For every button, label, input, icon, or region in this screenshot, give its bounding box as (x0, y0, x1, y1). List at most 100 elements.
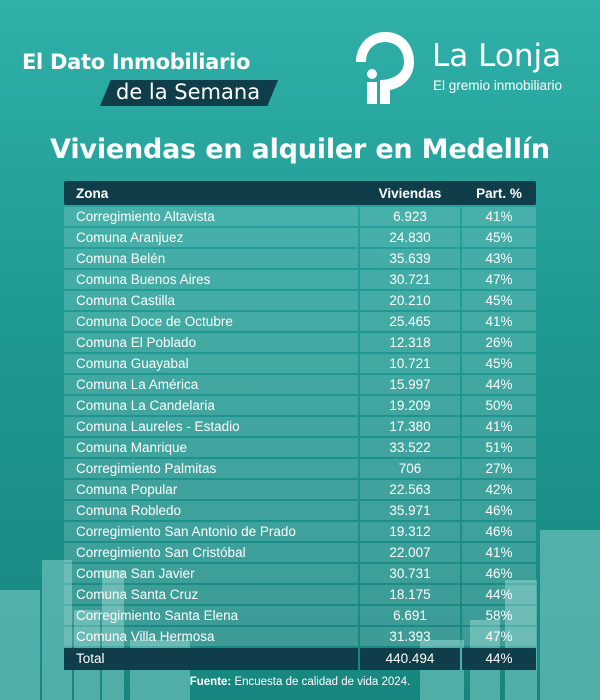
table-row: Comuna Laureles - Estadio 17.380 41% (64, 417, 536, 436)
table-row: Corregimiento Palmitas 706 27% (64, 459, 536, 478)
zona-cell: Comuna La América (64, 375, 358, 394)
zona-cell: Comuna Villa Hermosa (64, 627, 358, 646)
part-cell: 46% (462, 564, 536, 583)
viviendas-cell: 22.007 (360, 543, 460, 562)
part-cell: 44% (462, 375, 536, 394)
viviendas-cell: 33.522 (360, 438, 460, 457)
viviendas-cell: 35.639 (360, 249, 460, 268)
table-row: Comuna Popular 22.563 42% (64, 480, 536, 499)
zona-cell: Corregimiento Palmitas (64, 459, 358, 478)
source-footnote: Fuente: Encuesta de calidad de vida 2024… (0, 674, 600, 690)
table-row: Comuna Belén 35.639 43% (64, 249, 536, 268)
table-row: Comuna Robledo 35.971 46% (64, 501, 536, 520)
zona-cell: Corregimiento San Cristóbal (64, 543, 358, 562)
viviendas-cell: 25.465 (360, 312, 460, 331)
zona-cell: Comuna Robledo (64, 501, 358, 520)
zona-cell: Comuna Manrique (64, 438, 358, 457)
viviendas-cell: 19.312 (360, 522, 460, 541)
header-zona: Zona (76, 185, 109, 201)
viviendas-cell: 30.721 (360, 270, 460, 289)
table-row: Comuna Doce de Octubre 25.465 41% (64, 312, 536, 331)
part-cell: 46% (462, 522, 536, 541)
viviendas-cell: 31.393 (360, 627, 460, 646)
zona-cell: Comuna Popular (64, 480, 358, 499)
table-total-row: Total 440.494 44% (64, 648, 536, 670)
table-row: Corregimiento Altavista 6.923 41% (64, 207, 536, 226)
part-cell: 47% (462, 627, 536, 646)
viviendas-cell: 6.691 (360, 606, 460, 625)
zona-cell: Comuna Santa Cruz (64, 585, 358, 604)
part-cell: 41% (462, 417, 536, 436)
zona-cell: Comuna Castilla (64, 291, 358, 310)
total-label: Total (64, 648, 358, 670)
page-title: Viviendas en alquiler en Medellín (50, 134, 550, 165)
viviendas-cell: 18.175 (360, 585, 460, 604)
viviendas-cell: 30.731 (360, 564, 460, 583)
table-row: Comuna Villa Hermosa 31.393 47% (64, 627, 536, 646)
viviendas-cell: 706 (360, 459, 460, 478)
table-row: Comuna Buenos Aires 30.721 47% (64, 270, 536, 289)
header-viviendas: Viviendas (378, 185, 442, 201)
viviendas-cell: 15.997 (360, 375, 460, 394)
zona-cell: Corregimiento San Antonio de Prado (64, 522, 358, 541)
viviendas-cell: 35.971 (360, 501, 460, 520)
table-row: Comuna Aranjuez 24.830 45% (64, 228, 536, 247)
part-cell: 45% (462, 228, 536, 247)
part-cell: 27% (462, 459, 536, 478)
zona-cell: Comuna Guayabal (64, 354, 358, 373)
viviendas-cell: 10.721 (360, 354, 460, 373)
zona-cell: Comuna El Poblado (64, 333, 358, 352)
part-cell: 41% (462, 312, 536, 331)
viviendas-cell: 20.210 (360, 291, 460, 310)
viviendas-cell: 17.380 (360, 417, 460, 436)
campaign-title-line1: El Dato Inmobiliario (22, 50, 251, 74)
part-cell: 47% (462, 270, 536, 289)
part-cell: 42% (462, 480, 536, 499)
table-row: Comuna El Poblado 12.318 26% (64, 333, 536, 352)
part-cell: 50% (462, 396, 536, 415)
viviendas-cell: 6.923 (360, 207, 460, 226)
zona-cell: Comuna San Javier (64, 564, 358, 583)
zona-cell: Comuna La Candelaria (64, 396, 358, 415)
part-cell: 46% (462, 501, 536, 520)
total-part: 44% (462, 648, 536, 670)
table-row: Comuna Guayabal 10.721 45% (64, 354, 536, 373)
table-header: Zona Viviendas Part. % (64, 181, 536, 205)
source-text: Encuesta de calidad de vida 2024. (231, 676, 411, 688)
table-row: Comuna Santa Cruz 18.175 44% (64, 585, 536, 604)
part-cell: 44% (462, 585, 536, 604)
zona-cell: Corregimiento Altavista (64, 207, 358, 226)
total-viviendas: 440.494 (360, 648, 460, 670)
table-row: Corregimiento San Antonio de Prado 19.312… (64, 522, 536, 541)
viviendas-cell: 22.563 (360, 480, 460, 499)
zona-cell: Comuna Doce de Octubre (64, 312, 358, 331)
part-cell: 51% (462, 438, 536, 457)
zona-cell: Comuna Belén (64, 249, 358, 268)
part-cell: 45% (462, 354, 536, 373)
header-part: Part. % (476, 185, 522, 201)
viviendas-cell: 12.318 (360, 333, 460, 352)
zona-cell: Comuna Laureles - Estadio (64, 417, 358, 436)
table-row: Corregimiento San Cristóbal 22.007 41% (64, 543, 536, 562)
table-row: Comuna Castilla 20.210 45% (64, 291, 536, 310)
part-cell: 41% (462, 207, 536, 226)
org-tagline: El gremio inmobiliario (433, 78, 563, 93)
rentals-table: Zona Viviendas Part. % Corregimiento Alt… (64, 181, 536, 670)
org-name: La Lonja (432, 38, 562, 74)
viviendas-cell: 24.830 (360, 228, 460, 247)
viviendas-cell: 19.209 (360, 396, 460, 415)
table-row: Comuna La Candelaria 19.209 50% (64, 396, 536, 415)
campaign-badge: El Dato Inmobiliario de la Semana (22, 50, 292, 106)
part-cell: 26% (462, 333, 536, 352)
zona-cell: Comuna Aranjuez (64, 228, 358, 247)
part-cell: 58% (462, 606, 536, 625)
table-row: Corregimiento Santa Elena 6.691 58% (64, 606, 536, 625)
zona-cell: Corregimiento Santa Elena (64, 606, 358, 625)
la-lonja-logo-icon (356, 32, 414, 104)
table-row: Comuna San Javier 30.731 46% (64, 564, 536, 583)
table-row: Comuna Manrique 33.522 51% (64, 438, 536, 457)
campaign-title-line2: de la Semana (100, 80, 279, 106)
part-cell: 41% (462, 543, 536, 562)
source-label: Fuente: (189, 676, 232, 688)
table-row: Comuna La América 15.997 44% (64, 375, 536, 394)
